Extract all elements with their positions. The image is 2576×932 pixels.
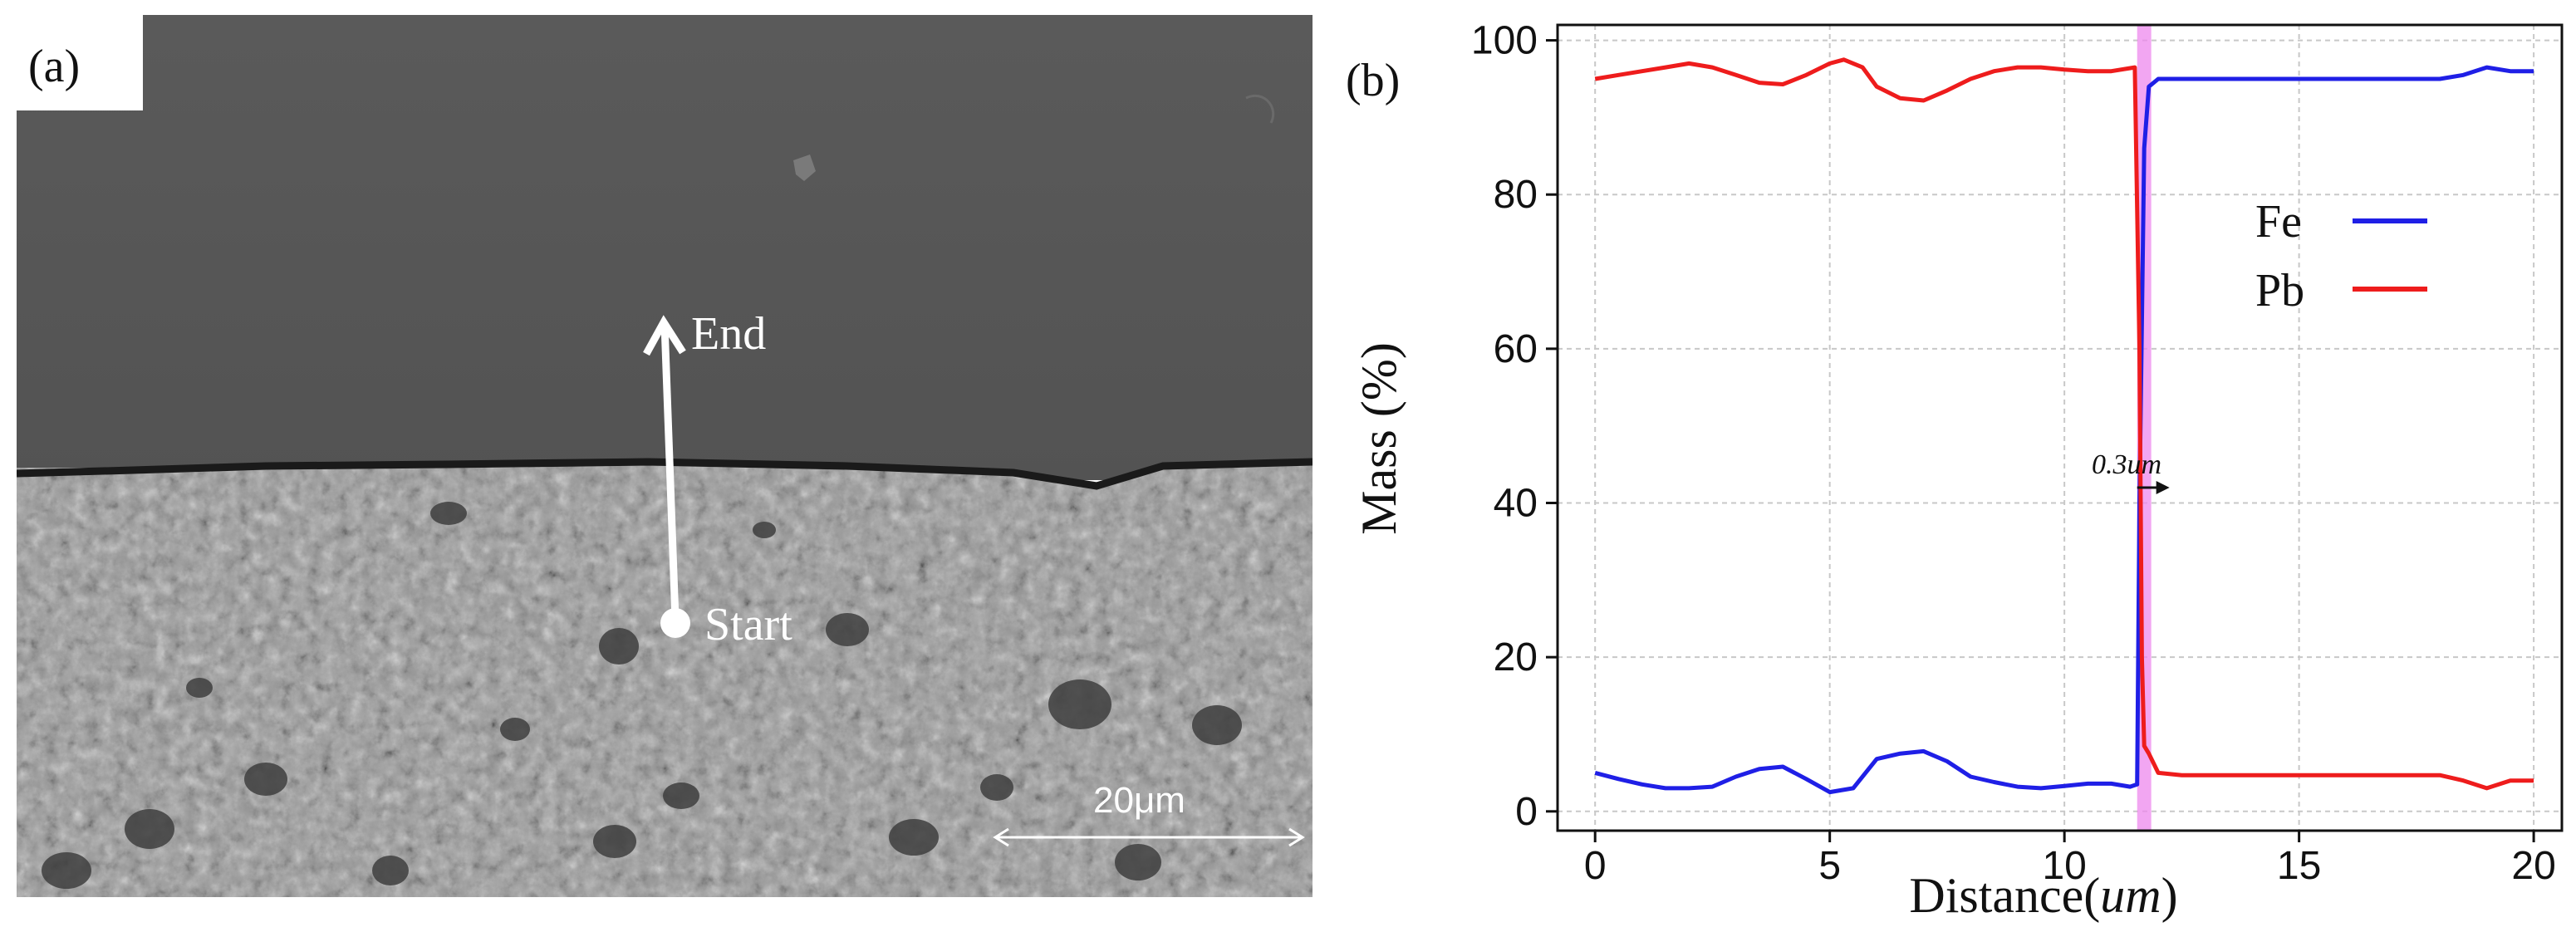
series-line-fe — [1594, 65, 2534, 795]
x-tick-label: 10 — [2042, 844, 2086, 888]
panel-a-label: (a) — [28, 41, 80, 92]
x-axis-label: Distance(um) — [1909, 868, 2177, 923]
width-annotation: 0.3um — [2092, 449, 2161, 480]
axes-frame — [1556, 23, 2564, 832]
start-label: Start — [704, 599, 792, 650]
legend: Fe Pb — [2255, 196, 2427, 316]
x-tick-label: 20 — [2511, 844, 2555, 888]
end-label: End — [691, 308, 766, 360]
scan-arrow — [660, 323, 680, 621]
line-scan-chart: (b) 0 5 10 15 20 0 20 40 60 80 100 0.3um Fe Pb Mas… — [1346, 19, 2564, 923]
scan-start-point — [660, 608, 690, 638]
y-tick-label: 100 — [1471, 19, 1538, 63]
y-tick-label: 0 — [1515, 790, 1538, 834]
scale-bar-label: 20μm — [1093, 780, 1185, 821]
plot-area: 0 5 10 15 20 0 20 40 60 80 100 — [1471, 19, 2564, 888]
width-annotation-arrowhead-right — [2156, 480, 2170, 494]
interface-line — [17, 458, 1313, 490]
series-line-pb — [1594, 57, 2534, 791]
x-tick-label: 5 — [1818, 844, 1841, 888]
y-tick-label: 60 — [1494, 327, 1538, 371]
porous-region — [17, 459, 1313, 897]
legend-label-pb: Pb — [2255, 265, 2304, 316]
y-tick-label: 80 — [1494, 173, 1538, 217]
surface-defect — [793, 155, 816, 181]
scan-arrow-head — [643, 315, 686, 356]
panel-a-label-box — [17, 15, 143, 110]
legend-label-fe: Fe — [2255, 196, 2302, 248]
sem-micrograph: (a) End Start 20μm — [17, 15, 1313, 897]
x-tick-label: 15 — [2277, 844, 2321, 888]
y-tick-label: 40 — [1494, 482, 1538, 526]
y-tick-label: 20 — [1494, 635, 1538, 679]
panel-b-label: (b) — [1346, 55, 1400, 106]
y-axis-label: Mass (%) — [1352, 342, 1406, 535]
x-tick-label: 0 — [1584, 844, 1607, 888]
